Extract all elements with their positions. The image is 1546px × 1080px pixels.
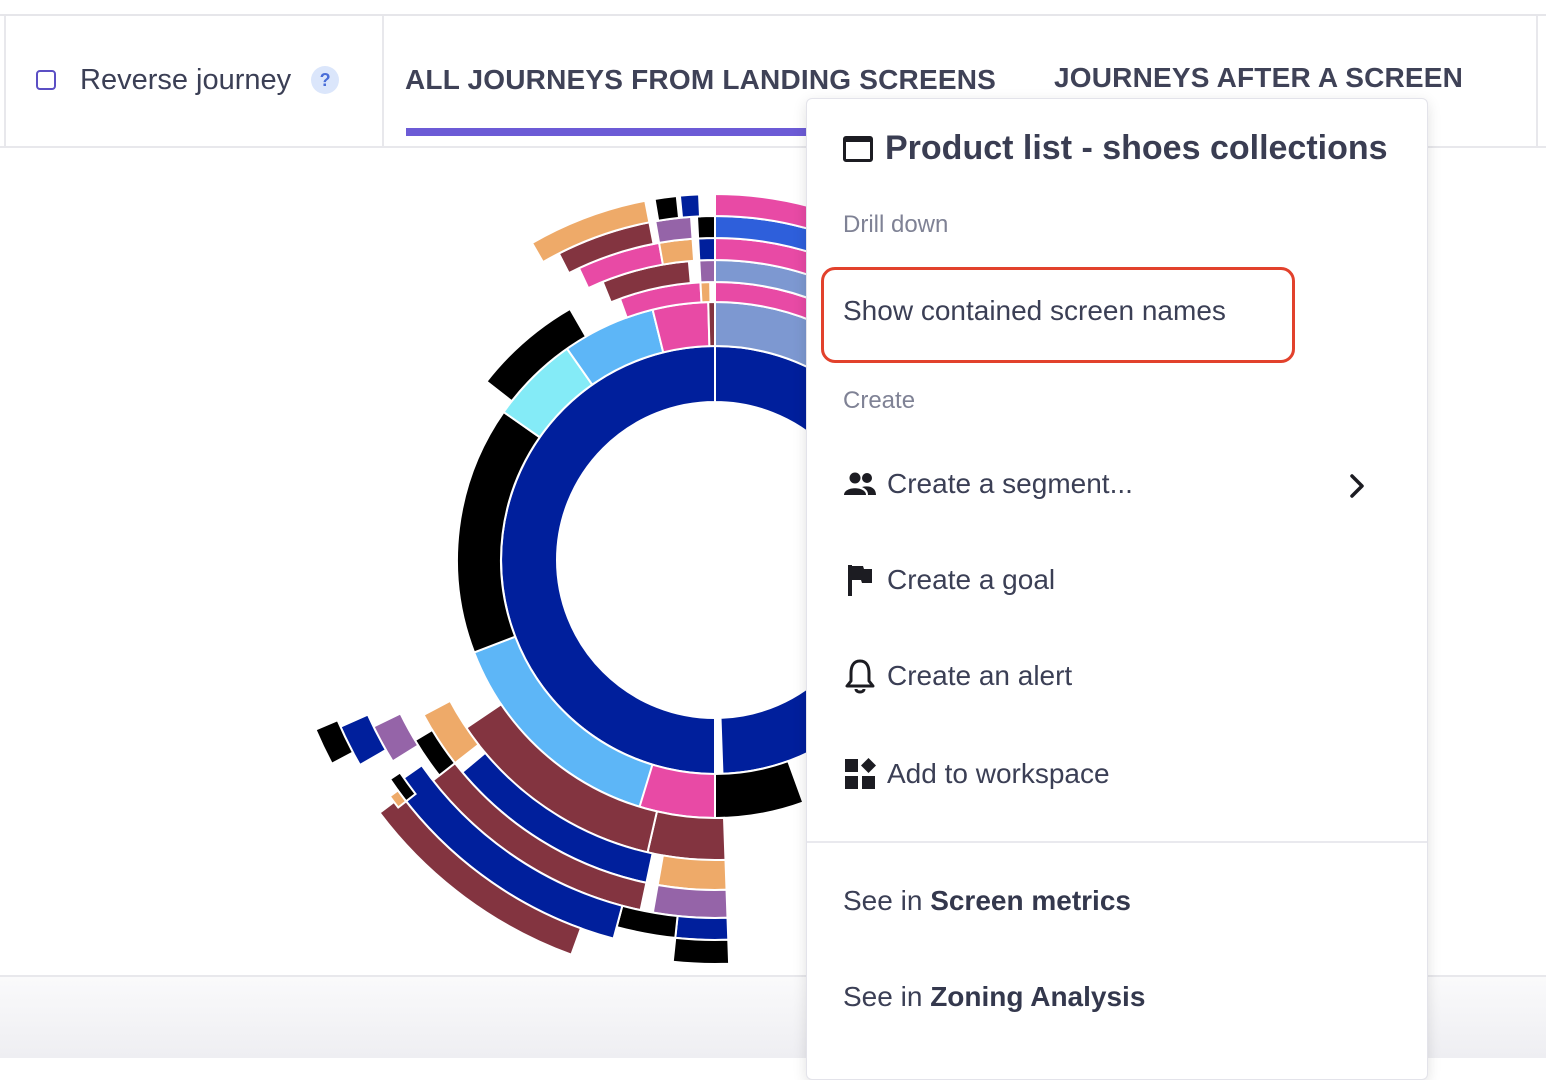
sunburst-segment[interactable]: [388, 789, 408, 809]
top-border: [0, 14, 1546, 16]
toolbar-separator: [4, 16, 6, 146]
tab-all-journeys-from-landing-screens[interactable]: ALL JOURNEYS FROM LANDING SCREENS: [405, 64, 997, 95]
show-contained-screen-names-item[interactable]: Show contained screen names: [843, 295, 1226, 327]
show-contained-screen-names-label: Show contained screen names: [843, 295, 1226, 326]
sunburst-segment[interactable]: [714, 759, 805, 820]
create-segment-item[interactable]: Create a segment...: [843, 467, 1133, 501]
submenu-chevron-icon[interactable]: [1345, 473, 1369, 504]
widgets-icon: [843, 757, 877, 791]
reverse-journey-label: Reverse journey: [80, 63, 292, 96]
people-icon: [843, 467, 877, 501]
panel-bottom-border: [0, 975, 1546, 977]
see-in-prefix: See in: [843, 981, 923, 1012]
sunburst-segment[interactable]: [674, 914, 730, 941]
create-segment-label: Create a segment...: [887, 468, 1133, 499]
sunburst-segment[interactable]: [378, 794, 583, 956]
context-menu: Product list - shoes collections Drill d…: [806, 98, 1428, 1080]
sunburst-segment[interactable]: [699, 281, 712, 304]
sunburst-segment[interactable]: [671, 936, 731, 965]
see-in-prefix: See in: [843, 885, 923, 916]
sunburst-segment[interactable]: [653, 194, 681, 222]
reverse-journey-toggle[interactable]: Reverse journey ?: [36, 62, 340, 98]
menu-title: Product list - shoes collections: [843, 129, 1388, 168]
reverse-journey-checkbox[interactable]: [36, 70, 56, 90]
bell-icon: [843, 659, 877, 694]
screen-window-icon: [843, 135, 873, 162]
menu-title-text: Product list - shoes collections: [885, 129, 1388, 167]
create-alert-label: Create an alert: [887, 660, 1073, 691]
journey-toolbar: Reverse journey ? ALL JOURNEYS FROM LAND…: [0, 16, 1546, 148]
zoning-analysis-link: Zoning Analysis: [930, 981, 1146, 1012]
see-in-screen-metrics-item[interactable]: See in Screen metrics: [843, 885, 1131, 917]
sunburst-segment[interactable]: [530, 199, 651, 264]
sunburst-segment[interactable]: [656, 854, 728, 891]
create-goal-label: Create a goal: [887, 564, 1056, 595]
active-tab-indicator: [406, 128, 806, 136]
create-goal-item[interactable]: Create a goal: [843, 563, 1055, 597]
sunburst-segment[interactable]: [646, 810, 727, 861]
toolbar-separator: [1536, 16, 1538, 146]
sunburst-segment[interactable]: [413, 728, 457, 777]
sunburst-segment[interactable]: [697, 236, 716, 262]
toolbar-separator: [382, 16, 384, 146]
create-section-label: Create: [843, 387, 916, 414]
help-icon[interactable]: ?: [311, 66, 340, 94]
sunburst-segment[interactable]: [698, 258, 716, 284]
add-to-workspace-item[interactable]: Add to workspace: [843, 757, 1110, 791]
highlight-annotation: [821, 267, 1295, 363]
see-in-zoning-analysis-item[interactable]: See in Zoning Analysis: [843, 981, 1145, 1013]
sunburst-segment[interactable]: [314, 718, 355, 766]
flag-icon: [843, 563, 877, 597]
sunburst-segment[interactable]: [695, 214, 716, 240]
screen-metrics-link: Screen metrics: [930, 885, 1131, 916]
sunburst-segment[interactable]: [678, 193, 702, 219]
drill-down-section-label: Drill down: [843, 211, 949, 238]
sunburst-segment[interactable]: [651, 883, 729, 919]
add-to-workspace-label: Add to workspace: [887, 758, 1110, 789]
sunburst-segment[interactable]: [707, 300, 716, 348]
sunburst-segment[interactable]: [485, 307, 588, 403]
create-alert-item[interactable]: Create an alert: [843, 659, 1073, 694]
sunburst-segment[interactable]: [651, 301, 711, 354]
tab-journeys-after-a-screen[interactable]: JOURNEYS AFTER A SCREEN: [1054, 62, 1464, 93]
menu-divider: [807, 841, 1427, 843]
